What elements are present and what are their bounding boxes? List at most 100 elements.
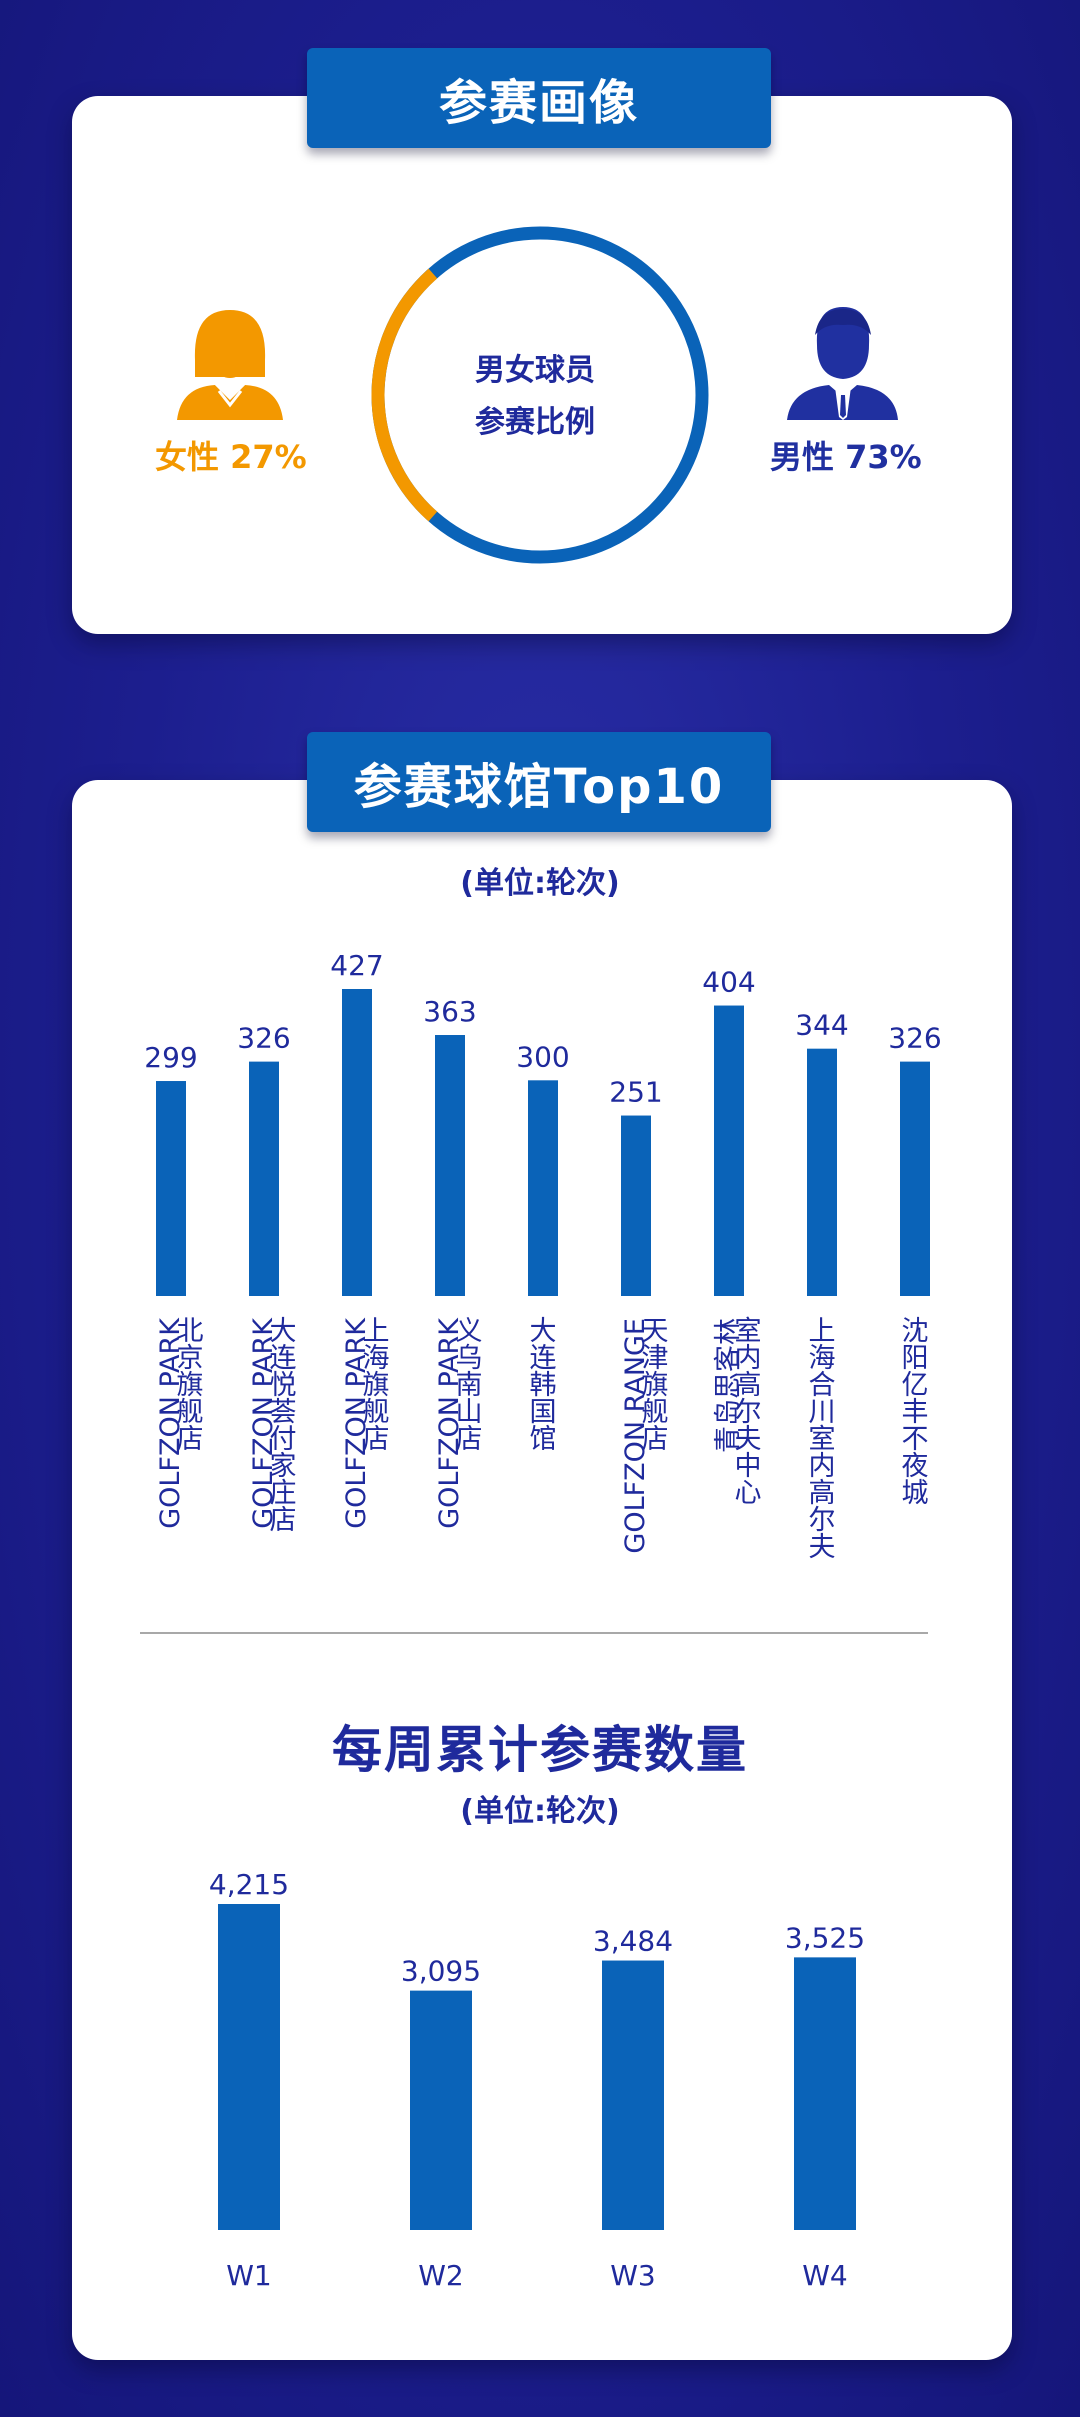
venue-name-char: 连 bbox=[530, 1343, 557, 1374]
venue-bar bbox=[807, 1048, 837, 1296]
venue-name-char: 旗 bbox=[363, 1370, 390, 1401]
venue-name-char: 合 bbox=[809, 1370, 836, 1401]
venue-name-char: 津 bbox=[642, 1343, 669, 1374]
venue-value-label: 251 bbox=[609, 1076, 662, 1109]
weekly-chart-title: 每周累计参赛数量 bbox=[332, 1721, 748, 1779]
weekly-category-label: W2 bbox=[418, 2259, 464, 2292]
venue-value-label: 326 bbox=[888, 1022, 941, 1055]
venue-name-char: 山 bbox=[456, 1397, 483, 1428]
venue-name-char: 亿 bbox=[902, 1370, 929, 1401]
venue-name-char: 旗 bbox=[642, 1370, 669, 1401]
venue-name-char: 不 bbox=[902, 1424, 929, 1455]
venue-name-char: 高 bbox=[809, 1478, 836, 1509]
venue-name-char: 天 bbox=[642, 1316, 669, 1347]
venue-name-char: 大 bbox=[530, 1316, 557, 1347]
venue-name-char: 海 bbox=[363, 1343, 390, 1374]
venue-name-char: 舰 bbox=[642, 1397, 669, 1428]
venue-name-en: GOLFZON PARK bbox=[434, 1317, 465, 1529]
venue-bar bbox=[435, 1035, 465, 1296]
venue-value-label: 299 bbox=[144, 1041, 197, 1074]
venue-name-char: 大 bbox=[270, 1316, 297, 1347]
venue-bar bbox=[342, 989, 372, 1296]
venue-value-label: 300 bbox=[516, 1040, 569, 1073]
female-icon bbox=[177, 310, 283, 420]
venue-name-char: 夫 bbox=[809, 1532, 836, 1563]
gender-donut-chart bbox=[371, 226, 709, 564]
venue-name-char: 夫 bbox=[735, 1424, 762, 1455]
weekly-bar bbox=[602, 1960, 664, 2230]
section-title-profile: 参赛画像 bbox=[307, 48, 771, 148]
venue-name-char: 海 bbox=[809, 1343, 836, 1374]
venue-name-char: 阳 bbox=[902, 1343, 929, 1374]
venue-name-char: 沈 bbox=[902, 1316, 929, 1347]
donut-center-line1: 男女球员 bbox=[475, 353, 595, 388]
venue-name-char: 内 bbox=[809, 1451, 836, 1482]
venue-name-char: 店 bbox=[270, 1505, 297, 1536]
venue-name-char: 北 bbox=[177, 1316, 204, 1347]
venue-value-label: 344 bbox=[795, 1009, 848, 1042]
weekly-value-label: 3,095 bbox=[401, 1955, 481, 1988]
weekly-category-label: W1 bbox=[226, 2259, 272, 2292]
venue-name-char: 南 bbox=[456, 1370, 483, 1401]
venue-name-en: GOLFZON PARK bbox=[155, 1317, 186, 1529]
weekly-value-label: 4,215 bbox=[209, 1868, 289, 1901]
donut-center-text: 男女球员 参赛比例 bbox=[420, 345, 650, 449]
venue-name-char: 荟 bbox=[270, 1397, 297, 1428]
venue-bar bbox=[249, 1061, 279, 1296]
weekly-chart-unit: (单位:轮次) bbox=[460, 1794, 620, 1829]
venue-name-char: 舰 bbox=[363, 1397, 390, 1428]
venue-name-char: 义 bbox=[456, 1316, 483, 1347]
venue-name-char: 室 bbox=[735, 1316, 762, 1347]
donut-center-line2: 参赛比例 bbox=[475, 405, 595, 440]
weekly-value-label: 3,484 bbox=[593, 1925, 673, 1958]
venue-name-char: 付 bbox=[270, 1424, 297, 1455]
venue-name-char: 尔 bbox=[809, 1505, 836, 1536]
venue-name-char: 店 bbox=[363, 1424, 390, 1455]
male-percent-label: 男性 73% bbox=[770, 438, 922, 476]
venue-value-label: 363 bbox=[423, 995, 476, 1028]
section-divider bbox=[140, 1632, 928, 1634]
venue-name-char: 连 bbox=[270, 1343, 297, 1374]
venue-name-char: 韩 bbox=[530, 1370, 557, 1401]
venue-bar bbox=[900, 1061, 930, 1296]
venue-name-char: 上 bbox=[363, 1316, 390, 1347]
venue-name-char: 悦 bbox=[270, 1370, 297, 1401]
venue-name-char: 中 bbox=[735, 1451, 762, 1482]
venue-name-en: 青岛思客林 bbox=[713, 1318, 744, 1453]
venue-name-char: 川 bbox=[809, 1397, 836, 1428]
venue-bar bbox=[156, 1081, 186, 1296]
weekly-bar bbox=[410, 1990, 472, 2230]
venue-name-char: 乌 bbox=[456, 1343, 483, 1374]
venue-name-char: 内 bbox=[735, 1343, 762, 1374]
venue-bar bbox=[528, 1080, 558, 1296]
venue-name-char: 店 bbox=[456, 1424, 483, 1455]
venue-name-char: 夜 bbox=[902, 1451, 929, 1482]
weekly-bar bbox=[218, 1904, 280, 2230]
female-percent-label: 女性 27% bbox=[155, 438, 307, 476]
male-icon bbox=[787, 307, 898, 420]
section-title-venues: 参赛球馆Top10 bbox=[307, 732, 771, 832]
venue-name-en: GOLFZON PARK bbox=[248, 1317, 279, 1529]
venue-value-label: 326 bbox=[237, 1022, 290, 1055]
venue-name-char: 舰 bbox=[177, 1397, 204, 1428]
venue-name-char: 庄 bbox=[270, 1478, 297, 1509]
venue-name-char: 心 bbox=[735, 1478, 762, 1509]
venue-name-char: 丰 bbox=[902, 1397, 929, 1428]
venue-name-char: 国 bbox=[530, 1397, 557, 1428]
venue-name-char: 京 bbox=[177, 1343, 204, 1374]
venue-name-char: 高 bbox=[735, 1370, 762, 1401]
venue-bar bbox=[714, 1005, 744, 1296]
venue-bar bbox=[621, 1115, 651, 1296]
venue-name-char: 尔 bbox=[735, 1397, 762, 1428]
venue-name-char: 旗 bbox=[177, 1370, 204, 1401]
venue-name-char: 上 bbox=[809, 1316, 836, 1347]
venue-name-char: 馆 bbox=[530, 1424, 557, 1455]
venue-name-char: 店 bbox=[642, 1424, 669, 1455]
venue-value-label: 427 bbox=[330, 949, 383, 982]
venue-value-label: 404 bbox=[702, 966, 755, 999]
weekly-value-label: 3,525 bbox=[785, 1921, 865, 1954]
venue-name-char: 家 bbox=[270, 1451, 297, 1482]
venue-name-en: GOLFZON RANGE bbox=[620, 1318, 651, 1554]
